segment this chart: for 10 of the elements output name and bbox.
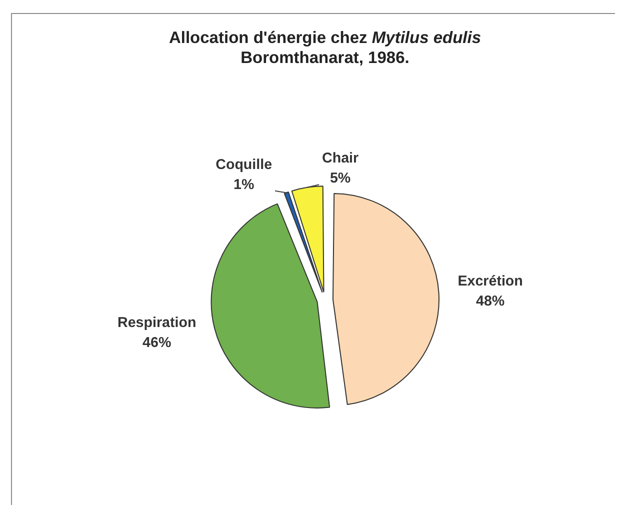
slice-label: Respiration (118, 315, 196, 332)
data-label: 46% (142, 335, 172, 352)
data-label: 48% (476, 294, 505, 310)
chart-title: Allocation d'énergie chez Mytilus edulis (168, 28, 482, 48)
data-label: 1% (234, 176, 254, 193)
slice-label: Chair (322, 150, 360, 167)
slice-label: Coquille (216, 156, 272, 173)
slice-label: Excrétion (458, 274, 523, 290)
data-label: 5% (330, 170, 351, 187)
chart-subtitle: Boromthanarat, 1986. (240, 48, 410, 68)
